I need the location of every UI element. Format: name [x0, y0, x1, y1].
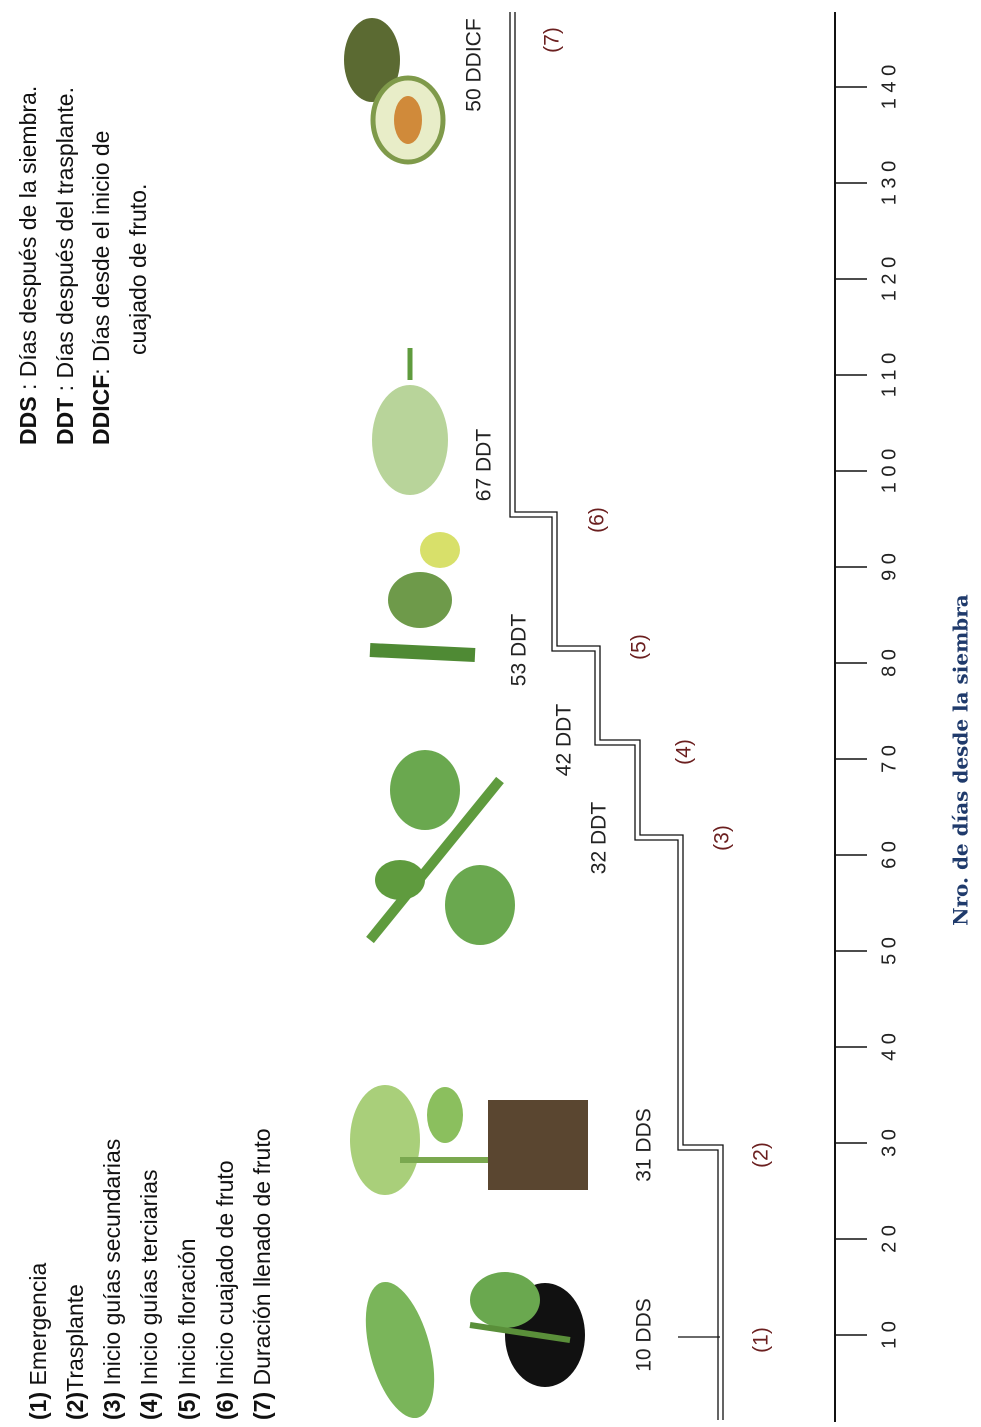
stage-label: (4): [673, 739, 696, 765]
legend-number: (4): [136, 1392, 162, 1420]
abbreviation: DDS : Días después de la siembra.: [15, 86, 41, 445]
tick-label: 3 0: [878, 1129, 900, 1157]
legend-item: (5) Inicio floración: [174, 1238, 200, 1420]
axis-title: Nro. de días desde la siembra: [949, 594, 973, 926]
abbreviation-key: DDT: [52, 398, 78, 445]
legend-item: (7) Duración llenado de fruto: [249, 1128, 275, 1420]
duration-label: 10 DDS: [633, 1298, 656, 1372]
tick-label: 7 0: [878, 745, 900, 773]
tick-label: 1 2 0: [878, 257, 900, 301]
duration-label: 53 DDT: [508, 614, 531, 687]
legend-text: Inicio guías terciarias: [136, 1169, 162, 1391]
legend-text: Emergencia: [25, 1263, 51, 1392]
abbreviation-continuation: cuajado de fruto.: [125, 184, 151, 355]
plant-images: [344, 18, 588, 1419]
tick-label: 8 0: [878, 649, 900, 677]
legend-item: (3) Inicio guías secundarias: [99, 1139, 125, 1420]
tick-label: 1 1 0: [878, 353, 900, 397]
stage-label: (2): [750, 1142, 773, 1168]
legend-text: Trasplante: [62, 1284, 88, 1392]
staircase: [509, 12, 724, 1420]
legend-text: Inicio cuajado de fruto: [212, 1160, 238, 1391]
legend-item: (4) Inicio guías terciarias: [136, 1169, 162, 1420]
tick-label: 1 0 0: [878, 449, 900, 493]
duration-label: 42 DDT: [553, 704, 576, 777]
legend-number: (2): [62, 1392, 88, 1420]
legend-text: Duración llenado de fruto: [249, 1128, 275, 1391]
tick-label: 1 4 0: [878, 65, 900, 109]
duration-label: 67 DDT: [473, 429, 496, 502]
stage-label: (6): [586, 507, 609, 533]
legend-text: Inicio floración: [174, 1238, 200, 1391]
legend-number: (1): [25, 1392, 51, 1420]
legend-number: (6): [212, 1392, 238, 1420]
tick-label: 4 0: [878, 1033, 900, 1061]
legend-item: (1) Emergencia: [25, 1263, 51, 1420]
stage-label: (1): [750, 1327, 773, 1353]
abbreviation-key: DDS: [15, 396, 41, 445]
legend-number: (7): [249, 1392, 275, 1420]
stage-label: (5): [628, 634, 651, 660]
legend-number: (3): [99, 1392, 125, 1420]
abbreviation-key: DDICF: [88, 375, 114, 445]
tick-label: 5 0: [878, 937, 900, 965]
tick-label: 6 0: [878, 841, 900, 869]
legend-item: (6) Inicio cuajado de fruto: [212, 1160, 238, 1420]
abbreviation-text: : Días después de la siembra.: [15, 86, 41, 397]
duration-label: 31 DDS: [633, 1108, 656, 1182]
abbreviation: DDT : Días después del trasplante.: [52, 87, 78, 445]
legend-number: (5): [174, 1392, 200, 1420]
duration-label: 50 DDICF: [463, 18, 486, 111]
tick-label: 1 0: [878, 1321, 900, 1349]
legend-item: (2)Trasplante: [62, 1284, 88, 1420]
legend-text: Inicio guías secundarias: [99, 1139, 125, 1392]
abbreviation-text: : Días desde el inicio de: [88, 131, 114, 375]
stage-label: (3): [711, 825, 734, 851]
stage-label: (7): [541, 27, 564, 53]
tick-label: 9 0: [878, 553, 900, 581]
abbreviation: DDICF: Días desde el inicio de: [88, 131, 114, 445]
tick-label: 1 3 0: [878, 161, 900, 205]
tick-label: 2 0: [878, 1225, 900, 1253]
abbreviation-text: : Días después del trasplante.: [52, 87, 78, 398]
duration-label: 32 DDT: [588, 802, 611, 875]
